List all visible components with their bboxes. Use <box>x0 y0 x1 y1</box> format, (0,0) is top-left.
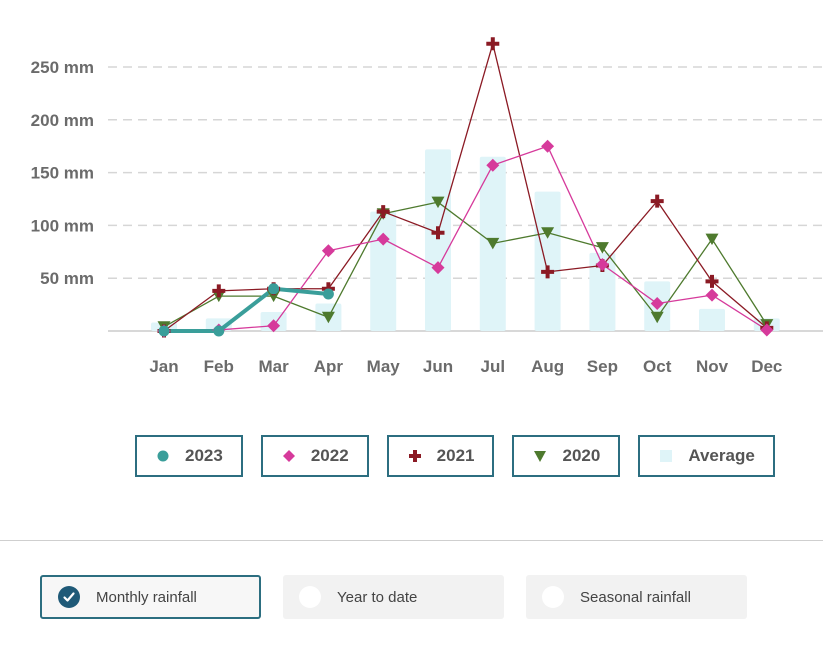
line-2023 <box>164 286 329 333</box>
point-2020 <box>541 227 555 239</box>
point-2023 <box>322 288 334 300</box>
point-2022 <box>760 323 774 337</box>
chart-legend: 2023 2022 2021 2020 Average <box>135 435 775 477</box>
x-tick-label: Mar <box>258 357 289 376</box>
line-2022 <box>163 145 768 332</box>
point-2020 <box>650 311 664 324</box>
point-2020 <box>431 196 445 209</box>
point-2021 <box>486 37 500 51</box>
option-seasonal-rainfall[interactable]: Seasonal rainfall <box>526 575 747 619</box>
radio-empty-icon <box>542 586 564 608</box>
point-2022 <box>486 158 500 172</box>
point-2020 <box>595 242 609 254</box>
point-2022 <box>267 319 281 333</box>
option-monthly-rainfall[interactable]: Monthly rainfall <box>40 575 261 619</box>
x-tick-label: Dec <box>751 357 782 376</box>
point-2022 <box>705 288 719 302</box>
line-2020 <box>163 201 768 328</box>
option-label: Year to date <box>337 588 418 606</box>
average-bar <box>425 149 451 331</box>
view-options: Monthly rainfall Year to date Seasonal r… <box>40 575 747 619</box>
x-tick-label: Nov <box>696 357 729 376</box>
point-2022 <box>595 257 609 271</box>
point-2021 <box>212 284 226 298</box>
point-2020 <box>705 233 719 246</box>
x-tick-label: Oct <box>643 357 672 376</box>
point-2023 <box>268 283 280 295</box>
legend-item-2023[interactable]: 2023 <box>135 435 243 477</box>
average-bar <box>534 191 561 331</box>
circle-marker-icon <box>155 448 171 464</box>
x-tick-label: Aug <box>531 357 564 376</box>
legend-item-average[interactable]: Average <box>638 435 775 477</box>
legend-item-2022[interactable]: 2022 <box>260 435 369 477</box>
diamond-marker-icon <box>281 448 297 464</box>
legend-label-2020: 2020 <box>562 446 601 465</box>
x-tick-label: May <box>367 357 401 376</box>
x-axis-labels: Jan Feb Mar Apr May Jun Jul Aug Sep Oct Nov Dec <box>149 357 782 376</box>
point-2021 <box>541 265 555 279</box>
y-axis-labels: 50 mm 100 mm 150 mm 200 mm 250 mm <box>31 58 94 288</box>
radio-empty-icon <box>299 586 321 608</box>
series-lines <box>163 43 768 333</box>
option-label: Seasonal rainfall <box>580 588 691 606</box>
y-tick-label: 100 mm <box>31 216 94 235</box>
point-2023 <box>158 325 170 337</box>
line-2021 <box>163 43 768 332</box>
point-2023 <box>213 325 225 337</box>
y-tick-label: 200 mm <box>31 111 94 130</box>
triangle-down-marker-icon <box>532 448 548 464</box>
cross-marker-icon <box>407 448 423 464</box>
legend-item-2020[interactable]: 2020 <box>512 435 621 477</box>
bar-marker-icon <box>658 448 674 464</box>
rainfall-chart: 50 mm 100 mm 150 mm 200 mm 250 mm Jan Feb Mar A… <box>31 37 823 376</box>
x-tick-label: Sep <box>587 357 618 376</box>
legend-item-2021[interactable]: 2021 <box>386 435 495 477</box>
point-2022 <box>650 297 664 311</box>
average-bar <box>699 308 725 331</box>
average-bars <box>151 149 780 331</box>
x-tick-label: Jul <box>481 357 506 376</box>
x-tick-label: Jan <box>149 357 178 376</box>
check-icon <box>58 586 80 608</box>
option-year-to-date[interactable]: Year to date <box>283 575 504 619</box>
y-tick-label: 50 mm <box>40 269 94 288</box>
point-2021 <box>705 274 719 288</box>
y-tick-label: 150 mm <box>31 164 94 183</box>
point-2020 <box>267 290 281 303</box>
legend-label-2022: 2022 <box>310 446 349 465</box>
series-markers <box>157 37 774 338</box>
point-2021 <box>431 226 445 240</box>
legend-label-2021: 2021 <box>436 446 475 465</box>
x-tick-label: Jun <box>423 357 453 376</box>
legend-label-2023: 2023 <box>185 446 223 465</box>
average-bar <box>589 252 616 331</box>
x-tick-label: Apr <box>314 357 344 376</box>
point-2022 <box>541 139 555 153</box>
y-tick-label: 250 mm <box>31 58 94 77</box>
point-2022 <box>321 244 335 258</box>
point-2021 <box>650 194 664 208</box>
legend-label-average: Average <box>688 446 755 465</box>
option-label: Monthly rainfall <box>96 588 197 606</box>
point-2022 <box>431 261 445 275</box>
section-divider <box>0 540 823 541</box>
average-bar <box>370 211 397 331</box>
point-2020 <box>321 311 335 324</box>
point-2021 <box>376 205 390 219</box>
point-2020 <box>486 237 500 250</box>
x-tick-label: Feb <box>204 357 234 376</box>
point-2022 <box>376 232 390 246</box>
